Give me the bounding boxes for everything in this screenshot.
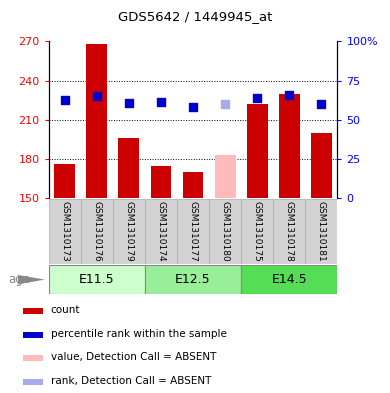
- Bar: [23, 332, 43, 338]
- Text: GSM1310179: GSM1310179: [124, 201, 133, 262]
- Bar: [215, 155, 236, 198]
- FancyBboxPatch shape: [241, 265, 337, 294]
- FancyBboxPatch shape: [49, 265, 145, 294]
- FancyBboxPatch shape: [49, 199, 81, 264]
- Text: GSM1310173: GSM1310173: [60, 201, 69, 262]
- Text: E12.5: E12.5: [175, 273, 211, 286]
- Text: GSM1310181: GSM1310181: [317, 201, 326, 262]
- Text: GSM1310175: GSM1310175: [253, 201, 262, 262]
- Text: count: count: [51, 305, 80, 315]
- Bar: [247, 104, 268, 198]
- Bar: [183, 172, 204, 198]
- Point: [190, 104, 196, 110]
- Bar: [311, 133, 332, 198]
- Point: [94, 93, 100, 99]
- Text: rank, Detection Call = ABSENT: rank, Detection Call = ABSENT: [51, 376, 211, 386]
- Text: GSM1310174: GSM1310174: [156, 201, 165, 262]
- Text: age: age: [8, 273, 30, 286]
- Point: [222, 101, 228, 107]
- FancyBboxPatch shape: [113, 199, 145, 264]
- Bar: [23, 356, 43, 361]
- Bar: [119, 138, 139, 198]
- Bar: [23, 308, 43, 314]
- Text: value, Detection Call = ABSENT: value, Detection Call = ABSENT: [51, 353, 216, 362]
- Text: GSM1310178: GSM1310178: [285, 201, 294, 262]
- FancyBboxPatch shape: [145, 265, 241, 294]
- Point: [254, 94, 260, 101]
- Text: E11.5: E11.5: [79, 273, 115, 286]
- Bar: [23, 379, 43, 385]
- Text: E14.5: E14.5: [271, 273, 307, 286]
- Text: GSM1310180: GSM1310180: [221, 201, 230, 262]
- Text: GSM1310177: GSM1310177: [188, 201, 198, 262]
- Point: [158, 98, 164, 105]
- FancyBboxPatch shape: [241, 199, 273, 264]
- Point: [286, 92, 292, 98]
- FancyBboxPatch shape: [145, 199, 177, 264]
- Text: GSM1310176: GSM1310176: [92, 201, 101, 262]
- Point: [318, 101, 324, 107]
- Point: [62, 97, 68, 103]
- FancyBboxPatch shape: [305, 199, 337, 264]
- Text: GDS5642 / 1449945_at: GDS5642 / 1449945_at: [118, 10, 272, 23]
- Bar: [54, 164, 75, 198]
- FancyBboxPatch shape: [209, 199, 241, 264]
- Bar: [87, 44, 107, 198]
- Polygon shape: [18, 275, 45, 285]
- Bar: [151, 166, 172, 198]
- Bar: [279, 94, 300, 198]
- FancyBboxPatch shape: [177, 199, 209, 264]
- Text: percentile rank within the sample: percentile rank within the sample: [51, 329, 227, 339]
- Point: [126, 100, 132, 106]
- FancyBboxPatch shape: [273, 199, 305, 264]
- FancyBboxPatch shape: [81, 199, 113, 264]
